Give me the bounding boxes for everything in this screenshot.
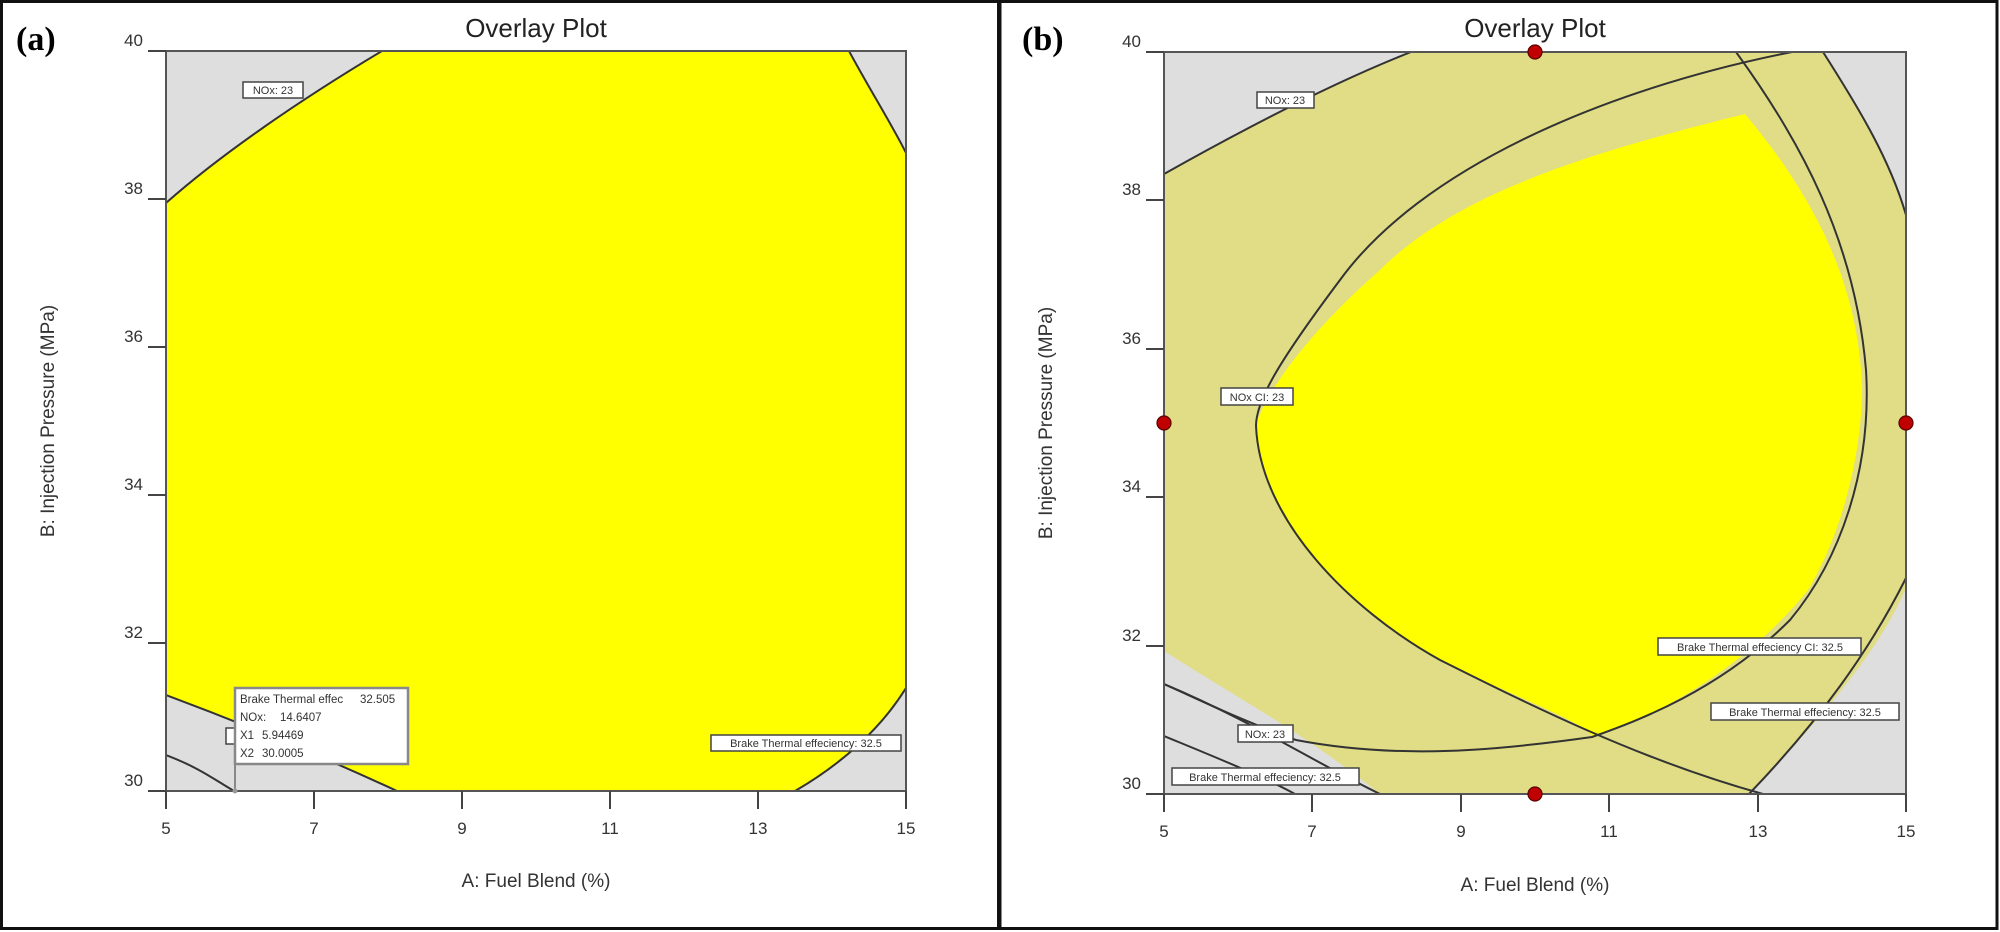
panel-a-contour-bte-tr	[848, 51, 906, 154]
svg-text:NOx: 23: NOx: 23	[253, 85, 293, 97]
tooltip-key-3: X2	[240, 748, 254, 760]
svg-text:5: 5	[161, 819, 170, 838]
panel-a: (a) Overlay Plot NOx: 23 Brake Thermal e…	[16, 13, 915, 892]
svg-text:Brake Thermal effeciency: 32.5: Brake Thermal effeciency: 32.5	[1189, 772, 1341, 784]
panel-b-x-axis	[1163, 794, 1907, 812]
svg-text:Brake Thermal effeciency: 32.5: Brake Thermal effeciency: 32.5	[730, 738, 882, 750]
svg-text:NOx CI: 23: NOx CI: 23	[1230, 392, 1284, 404]
svg-text:34: 34	[1122, 477, 1141, 496]
panel-b-design-points	[1156, 44, 1914, 802]
panel-b-y-axis	[1146, 51, 1164, 795]
panel-b-plot-area	[1164, 52, 1906, 794]
panel-b: (b) Overlay Plot NOx: 23 NOx CI: 23	[1022, 13, 1915, 896]
svg-text:5: 5	[1159, 822, 1168, 841]
svg-text:34: 34	[124, 475, 143, 494]
svg-text:13: 13	[1749, 822, 1768, 841]
design-point[interactable]	[1527, 786, 1543, 802]
svg-text:NOx: 23: NOx: 23	[1265, 95, 1305, 107]
svg-text:40: 40	[124, 31, 143, 50]
svg-text:36: 36	[124, 327, 143, 346]
panel-b-y-label: B: Injection Pressure (MPa)	[1036, 307, 1057, 539]
svg-text:38: 38	[1122, 180, 1141, 199]
tooltip-key-1: NOx:	[240, 712, 266, 724]
panel-a-feasible-region	[166, 51, 906, 791]
panel-a-contour-nox	[166, 51, 383, 204]
tooltip-val-0: 32.505	[360, 694, 395, 706]
panel-b-contour-bte-outer	[1822, 52, 1906, 216]
panel-b-label-bte-ci: Brake Thermal effeciency CI: 32.5	[1657, 637, 1862, 656]
panel-b-contour-bte-ci	[1164, 52, 1868, 753]
svg-text:9: 9	[1456, 822, 1465, 841]
svg-text:30: 30	[1122, 774, 1141, 793]
svg-text:7: 7	[309, 819, 318, 838]
panel-b-label-nox-bl: NOx: 23	[1237, 724, 1294, 743]
tooltip-val-2: 5.94469	[262, 730, 304, 742]
panel-b-label: (b)	[1022, 21, 1064, 58]
panel-a-x-axis	[165, 791, 907, 809]
panel-a-contour-bte-bl	[166, 754, 235, 791]
panel-b-contour-bte-outer-br	[1748, 577, 1906, 794]
panel-b-label-nox-top: NOx: 23	[1256, 91, 1315, 109]
svg-text:30: 30	[124, 771, 143, 790]
tooltip-key-0: Brake Thermal effec	[240, 694, 343, 706]
panel-a-y-label: B: Injection Pressure (MPa)	[38, 305, 59, 537]
panel-b-label-bte-bl: Brake Thermal effeciency: 32.5	[1171, 767, 1360, 786]
panel-b-label-bte-outer: Brake Thermal effeciency: 32.5	[1710, 702, 1900, 721]
panel-a-flag-point[interactable]	[232, 788, 238, 794]
panel-b-x-label: A: Fuel Blend (%)	[1461, 875, 1610, 896]
panel-b-label-nox-ci: NOx CI: 23	[1220, 387, 1294, 406]
panel-a-plot-border	[165, 50, 907, 792]
svg-text:Brake Thermal effeciency CI: 3: Brake Thermal effeciency CI: 32.5	[1677, 642, 1843, 654]
panel-a-label-bte: Brake Thermal effeciency: 32.5	[710, 734, 902, 752]
panel-a-title: Overlay Plot	[465, 13, 607, 43]
panel-b-feasible-region	[1256, 114, 1862, 736]
tooltip-val-3: 30.0005	[262, 748, 304, 760]
svg-text:15: 15	[1897, 822, 1916, 841]
panel-a-plot-area	[166, 51, 906, 791]
svg-text:13: 13	[749, 819, 768, 838]
svg-text:NOx: 23: NOx: 23	[1245, 729, 1285, 741]
svg-text:9: 9	[457, 819, 466, 838]
design-point[interactable]	[1527, 44, 1543, 60]
panel-a-flag-tooltip[interactable]: Brake Thermal effec 32.505 NOx: 14.6407 …	[233, 686, 410, 766]
panel-a-x-tick-labels: 5 7 9 11 13 15	[161, 819, 915, 838]
panel-a-y-axis	[148, 50, 166, 792]
design-point[interactable]	[1156, 415, 1172, 431]
svg-text:Brake Thermal effeciency: 32.5: Brake Thermal effeciency: 32.5	[1729, 707, 1881, 719]
panel-b-contour-bte-bl	[1164, 735, 1296, 794]
svg-text:40: 40	[1122, 32, 1141, 51]
panel-a-label: (a)	[16, 21, 56, 58]
panel-b-x-tick-labels: 5 7 9 11 13 15	[1159, 822, 1915, 841]
design-point[interactable]	[1898, 415, 1914, 431]
svg-text:7: 7	[1307, 822, 1316, 841]
svg-text:32: 32	[1122, 626, 1141, 645]
svg-text:32: 32	[124, 623, 143, 642]
panel-b-contour-nox-ci	[1254, 52, 1793, 794]
panel-b-y-tick-labels: 40 38 36 34 32 30	[1122, 32, 1141, 793]
svg-text:11: 11	[601, 819, 619, 838]
panel-a-label-nox: NOx: 23	[242, 81, 304, 99]
svg-text:11: 11	[1600, 822, 1618, 841]
panel-b-title: Overlay Plot	[1464, 13, 1606, 43]
svg-text:15: 15	[897, 819, 916, 838]
svg-text:38: 38	[124, 179, 143, 198]
tooltip-key-2: X1	[240, 730, 254, 742]
tooltip-val-1: 14.6407	[280, 712, 322, 724]
panel-a-x-label: A: Fuel Blend (%)	[462, 871, 611, 892]
panel-a-y-tick-labels: 40 38 36 34 32 30	[124, 31, 143, 790]
svg-text:36: 36	[1122, 329, 1141, 348]
